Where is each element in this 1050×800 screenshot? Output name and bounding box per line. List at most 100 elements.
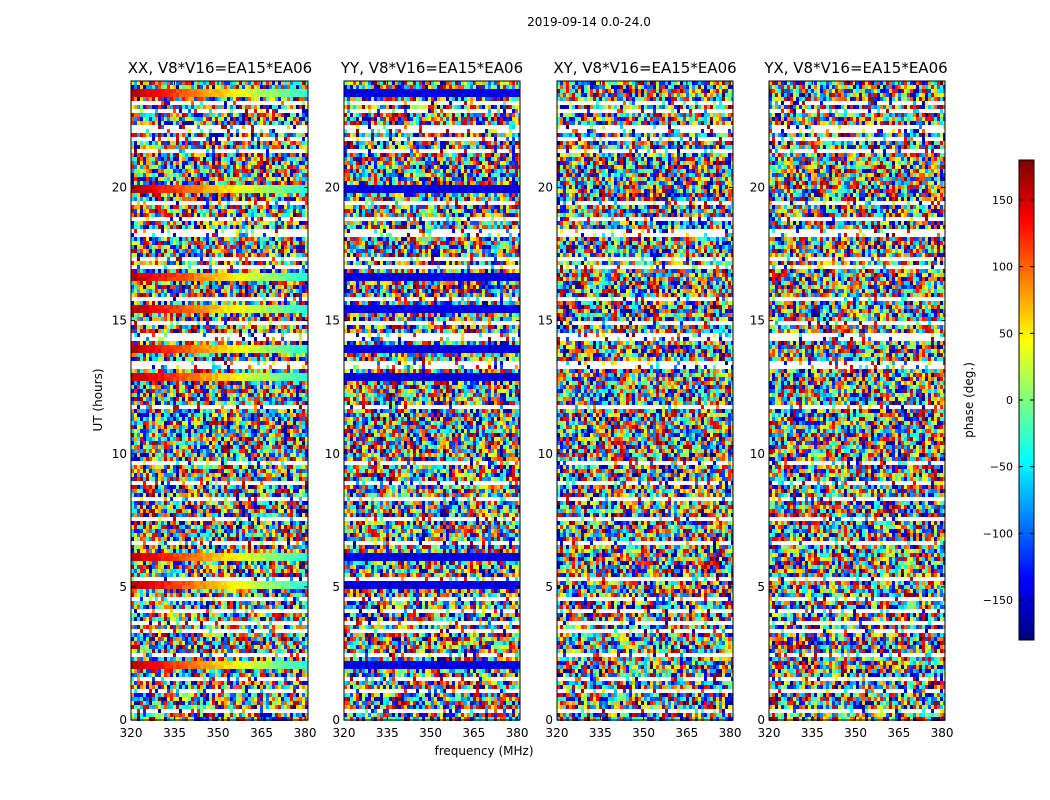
heatmap-cell bbox=[287, 141, 290, 145]
heatmap-cell bbox=[245, 177, 248, 181]
heatmap-cell bbox=[185, 205, 188, 209]
heatmap-cell bbox=[212, 145, 215, 149]
heatmap-cell bbox=[239, 197, 242, 201]
heatmap-cell bbox=[182, 173, 185, 177]
heatmap-cell bbox=[302, 233, 305, 237]
heatmap-cell bbox=[218, 169, 221, 173]
heatmap-cell bbox=[197, 265, 200, 269]
heatmap-cell bbox=[239, 213, 242, 217]
heatmap-cell bbox=[191, 85, 194, 89]
heatmap-cell bbox=[269, 277, 272, 281]
heatmap-cell bbox=[134, 81, 137, 85]
heatmap-cell bbox=[293, 257, 296, 261]
heatmap-cell bbox=[206, 153, 209, 157]
heatmap-cell bbox=[149, 273, 152, 277]
heatmap-cell bbox=[263, 201, 266, 205]
heatmap-cell bbox=[248, 129, 251, 133]
heatmap-cell bbox=[176, 289, 179, 293]
heatmap-cell bbox=[284, 105, 287, 109]
heatmap-cell bbox=[146, 169, 149, 173]
heatmap-cell bbox=[191, 257, 194, 261]
heatmap-cell bbox=[203, 233, 206, 237]
heatmap-cell bbox=[191, 217, 194, 221]
heatmap-cell bbox=[173, 89, 176, 93]
heatmap-cell bbox=[221, 97, 224, 101]
heatmap-cell bbox=[239, 245, 242, 249]
heatmap-cell bbox=[254, 185, 257, 189]
heatmap-cell bbox=[152, 113, 155, 117]
heatmap-cell bbox=[140, 157, 143, 161]
heatmap-cell bbox=[146, 141, 149, 145]
heatmap-cell bbox=[197, 237, 200, 241]
heatmap-cell bbox=[167, 185, 170, 189]
heatmap-cell bbox=[245, 193, 248, 197]
heatmap-cell bbox=[251, 269, 254, 273]
heatmap-cell bbox=[146, 285, 149, 289]
heatmap-cell bbox=[218, 289, 221, 293]
heatmap-cell bbox=[218, 233, 221, 237]
heatmap-cell bbox=[293, 101, 296, 105]
heatmap-cell bbox=[200, 253, 203, 257]
heatmap-cell bbox=[302, 177, 305, 181]
heatmap-cell bbox=[275, 117, 278, 121]
heatmap-cell bbox=[176, 89, 179, 93]
heatmap-cell bbox=[275, 221, 278, 225]
heatmap-cell bbox=[179, 197, 182, 201]
heatmap-cell bbox=[194, 221, 197, 225]
heatmap-cell bbox=[218, 197, 221, 201]
heatmap-cell bbox=[269, 269, 272, 273]
heatmap-cell bbox=[293, 201, 296, 205]
heatmap-cell bbox=[203, 129, 206, 133]
heatmap-cell bbox=[221, 241, 224, 245]
heatmap-cell bbox=[212, 197, 215, 201]
heatmap-cell bbox=[191, 169, 194, 173]
heatmap-cell bbox=[263, 157, 266, 161]
heatmap-cell bbox=[236, 237, 239, 241]
heatmap-cell bbox=[242, 285, 245, 289]
heatmap-cell bbox=[146, 81, 149, 85]
heatmap-cell bbox=[164, 277, 167, 281]
heatmap-cell bbox=[140, 185, 143, 189]
heatmap-cell bbox=[182, 269, 185, 273]
heatmap-cell bbox=[254, 101, 257, 105]
heatmap-cell bbox=[191, 201, 194, 205]
heatmap-cell bbox=[149, 145, 152, 149]
heatmap-cell bbox=[302, 161, 305, 165]
heatmap-cell bbox=[188, 249, 191, 253]
heatmap-cell bbox=[284, 285, 287, 289]
heatmap-cell bbox=[290, 201, 293, 205]
heatmap-cell bbox=[203, 185, 206, 189]
heatmap-cell bbox=[200, 121, 203, 125]
heatmap-cell bbox=[188, 193, 191, 197]
heatmap-cell bbox=[296, 89, 299, 93]
heatmap-cell bbox=[251, 281, 254, 285]
heatmap-cell bbox=[152, 205, 155, 209]
heatmap-cell bbox=[302, 117, 305, 121]
heatmap-cell bbox=[197, 137, 200, 141]
heatmap-cell bbox=[140, 237, 143, 241]
heatmap-cell bbox=[161, 145, 164, 149]
heatmap-cell bbox=[206, 149, 209, 153]
heatmap-cell bbox=[182, 257, 185, 261]
heatmap-cell bbox=[257, 145, 260, 149]
heatmap-cell bbox=[233, 181, 236, 185]
heatmap-cell bbox=[227, 193, 230, 197]
heatmap-cell bbox=[179, 137, 182, 141]
heatmap-cell bbox=[269, 281, 272, 285]
heatmap-cell bbox=[239, 121, 242, 125]
heatmap-cell bbox=[176, 217, 179, 221]
heatmap-cell bbox=[164, 273, 167, 277]
heatmap-cell bbox=[206, 233, 209, 237]
heatmap-cell bbox=[194, 169, 197, 173]
heatmap-cell bbox=[155, 245, 158, 249]
heatmap-cell bbox=[161, 93, 164, 97]
heatmap-cell bbox=[263, 241, 266, 245]
heatmap-cell bbox=[245, 221, 248, 225]
heatmap-cell bbox=[203, 257, 206, 261]
heatmap-cell bbox=[152, 137, 155, 141]
heatmap-cell bbox=[221, 205, 224, 209]
heatmap-cell bbox=[158, 133, 161, 137]
heatmap-cell bbox=[245, 129, 248, 133]
heatmap-cell bbox=[233, 277, 236, 281]
heatmap-cell bbox=[287, 125, 290, 129]
